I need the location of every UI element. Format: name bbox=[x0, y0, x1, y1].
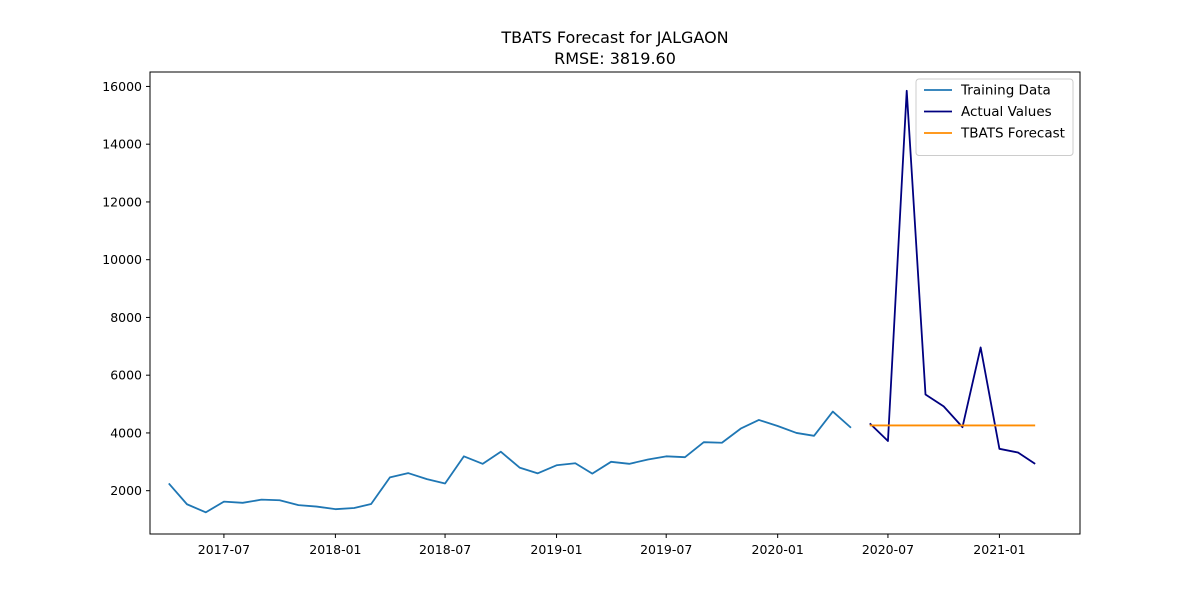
legend-box bbox=[915, 78, 1074, 156]
y-tick-label: 16000 bbox=[102, 79, 142, 94]
x-tick-label: 2017-07 bbox=[198, 542, 250, 557]
legend-label: Training Data bbox=[960, 83, 1051, 99]
plot-frame bbox=[149, 71, 1081, 535]
x-axis: 2017-07 2018-01 2018-07 2019-01 2019-07 2020-… bbox=[198, 534, 1026, 557]
series-line-actual-values bbox=[869, 89, 1036, 465]
legend-label: Actual Values bbox=[961, 104, 1052, 120]
series-line-training-data bbox=[168, 410, 852, 514]
y-tick-label: 8000 bbox=[110, 310, 142, 325]
y-tick-label: 14000 bbox=[102, 137, 142, 152]
x-tick-label: 2020-07 bbox=[862, 542, 914, 557]
x-tick-label: 2019-01 bbox=[530, 542, 582, 557]
chart-subtitle: RMSE: 3819.60 bbox=[554, 49, 676, 68]
legend: Training Data Actual Values TBATS Forecast bbox=[915, 78, 1074, 156]
plot-lines bbox=[168, 89, 1036, 514]
y-tick-label: 6000 bbox=[110, 368, 142, 383]
legend-label: TBATS Forecast bbox=[960, 126, 1065, 142]
x-tick-label: 2019-07 bbox=[640, 542, 692, 557]
x-tick-label: 2018-01 bbox=[309, 542, 361, 557]
y-tick-label: 12000 bbox=[102, 194, 142, 209]
y-axis: 2000 4000 6000 8000 10000 12000 14000 16000 bbox=[102, 79, 150, 498]
x-tick-label: 2018-07 bbox=[419, 542, 471, 557]
y-tick-label: 10000 bbox=[102, 252, 142, 267]
y-tick-label: 2000 bbox=[110, 483, 142, 498]
y-tick-label: 4000 bbox=[110, 425, 142, 440]
chart-title: TBATS Forecast for JALGAON bbox=[500, 28, 728, 47]
x-tick-label: 2021-01 bbox=[973, 542, 1025, 557]
x-tick-label: 2020-01 bbox=[752, 542, 804, 557]
